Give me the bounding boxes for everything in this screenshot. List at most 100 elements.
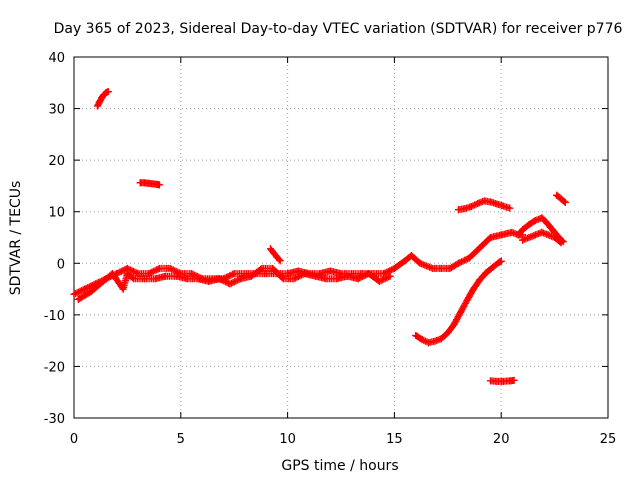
x-tick-label: 25 [600, 432, 617, 447]
data-point [322, 275, 330, 283]
data-point [145, 270, 153, 278]
data-point [333, 275, 341, 283]
data-point [476, 276, 484, 284]
data-point [418, 336, 426, 344]
series-late-fill [519, 228, 565, 247]
data-point [183, 275, 191, 283]
data-point [284, 270, 292, 278]
data-point [489, 263, 497, 271]
data-point [151, 275, 159, 283]
series-main-noise [74, 264, 394, 303]
data-point [230, 270, 238, 278]
data-point [166, 264, 174, 272]
x-tick-label: 15 [386, 432, 403, 447]
data-point [514, 231, 522, 239]
data-point [74, 295, 82, 303]
data-point [469, 285, 477, 293]
data-point [467, 203, 475, 211]
chart-title: Day 365 of 2023, Sidereal Day-to-day VTE… [54, 21, 623, 37]
data-point [354, 275, 362, 283]
data-point [446, 264, 454, 272]
data-point [162, 272, 170, 280]
data-point [119, 285, 127, 293]
series-trace [412, 257, 505, 347]
series-main-trend [70, 228, 527, 298]
data-point [270, 249, 278, 257]
y-tick-label: 30 [48, 103, 65, 118]
plot-frame [73, 56, 609, 419]
data-point [134, 270, 142, 278]
data-point [506, 204, 514, 212]
data-point [70, 290, 78, 298]
data-point [450, 320, 458, 328]
data-point [510, 376, 518, 384]
x-tick-label: 10 [279, 432, 296, 447]
data-point [279, 275, 287, 283]
data-point [454, 206, 462, 214]
data-point [499, 377, 507, 385]
data-point [276, 257, 284, 265]
data-point [487, 198, 495, 206]
series-rising-curve [412, 257, 505, 347]
data-point [108, 270, 116, 278]
data-point [553, 191, 561, 199]
data-point [454, 259, 462, 267]
data-point [226, 280, 234, 288]
data-point [93, 102, 101, 110]
data-point [269, 264, 277, 272]
data-point [247, 272, 255, 280]
data-point [81, 285, 89, 293]
data-point [343, 272, 351, 280]
data-point [493, 200, 501, 208]
y-tick-label: 20 [48, 154, 65, 169]
data-point [386, 272, 394, 280]
data-point [461, 205, 469, 213]
y-tick-label: 0 [57, 257, 65, 272]
y-axis-label: SDTVAR / TECUs [8, 181, 24, 296]
data-point [497, 231, 505, 239]
data-point [538, 214, 546, 222]
data-point [531, 216, 539, 224]
data-point [551, 234, 559, 241]
data-points [70, 88, 569, 385]
data-point [123, 270, 131, 278]
data-point [465, 254, 473, 262]
data-point [497, 257, 505, 265]
data-point [425, 339, 433, 347]
data-point [130, 275, 138, 283]
data-point [525, 234, 533, 241]
series-short-15 [136, 179, 163, 189]
data-point [365, 270, 373, 278]
data-point [557, 239, 565, 247]
y-axis-ticks: -30 -20 -10 0 10 20 30 40 [44, 51, 608, 427]
data-point [326, 267, 334, 275]
data-point [104, 88, 112, 96]
x-tick-label: 0 [70, 432, 78, 447]
series-trace [267, 245, 284, 265]
x-axis-label: GPS time / hours [281, 458, 398, 474]
data-point [499, 202, 507, 210]
y-tick-label: -30 [44, 412, 65, 427]
y-tick-label: 40 [48, 51, 65, 66]
data-point [311, 272, 319, 280]
data-point [375, 277, 383, 285]
data-point [525, 221, 533, 229]
data-point [401, 257, 409, 265]
data-point [519, 236, 527, 244]
data-point [155, 181, 163, 189]
y-tick-label: 10 [48, 206, 65, 221]
data-point [508, 228, 516, 236]
data-point [482, 269, 490, 277]
data-point [258, 264, 266, 272]
data-point [262, 270, 270, 278]
grid-lines [74, 57, 608, 418]
data-point [96, 98, 104, 106]
data-point [557, 195, 565, 203]
data-point [437, 335, 445, 343]
data-point [407, 252, 415, 260]
data-point [480, 197, 488, 205]
series-arc-early [93, 88, 112, 110]
series-arc-upper [454, 197, 514, 214]
data-point [487, 377, 495, 385]
data-point [444, 329, 452, 337]
